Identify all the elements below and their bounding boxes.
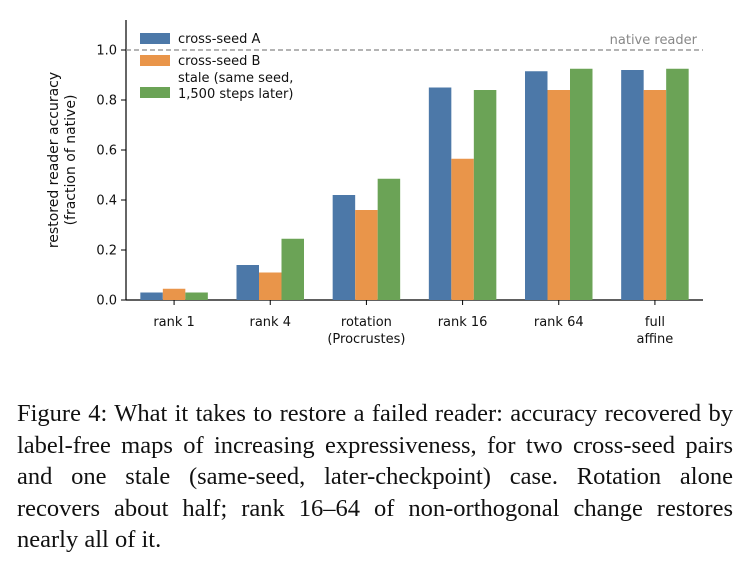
bar bbox=[162, 288, 186, 300]
y-tick-label: 0.8 bbox=[96, 94, 117, 109]
y-axis-label: (fraction of native) bbox=[63, 95, 79, 226]
bar bbox=[377, 178, 401, 300]
x-tick-label: rank 4 bbox=[250, 315, 291, 330]
bar bbox=[570, 68, 593, 300]
x-tick-label: (Procrustes) bbox=[327, 332, 405, 347]
bar bbox=[621, 70, 644, 300]
bar bbox=[332, 195, 356, 300]
x-tick-label: rank 64 bbox=[534, 315, 584, 330]
bar bbox=[525, 71, 548, 300]
x-tick-label: affine bbox=[637, 332, 674, 347]
bar bbox=[643, 90, 667, 300]
bar bbox=[185, 292, 208, 300]
y-tick-label: 0.4 bbox=[96, 194, 117, 209]
legend-swatch bbox=[140, 33, 170, 44]
bar bbox=[547, 90, 570, 300]
y-axis-label: restored reader accuracy bbox=[46, 72, 62, 248]
bar bbox=[355, 210, 378, 300]
bar bbox=[451, 158, 474, 300]
legend-swatch bbox=[140, 87, 170, 98]
x-tick-label: rank 1 bbox=[153, 315, 194, 330]
y-tick-label: 0.6 bbox=[96, 144, 117, 159]
y-tick-label: 0.0 bbox=[96, 294, 117, 309]
bar-chart: 0.0 0.2 0.4 0.6 0.8 1.0 native reader rank 1 ran… bbox=[46, 20, 703, 347]
figure: 0.0 0.2 0.4 0.6 0.8 1.0 native reader rank 1 ran… bbox=[46, 20, 703, 347]
x-tick-label: rotation bbox=[341, 315, 392, 330]
legend-label: cross-seed B bbox=[178, 54, 260, 69]
y-tick-label: 1.0 bbox=[96, 44, 117, 59]
bar bbox=[281, 238, 304, 300]
x-tick-label: rank 16 bbox=[438, 315, 488, 330]
figure-caption: Figure 4: What it takes to restore a fai… bbox=[17, 400, 733, 553]
legend-label: cross-seed A bbox=[178, 32, 261, 47]
legend-label: stale (same seed, bbox=[178, 71, 293, 86]
reference-line-label: native reader bbox=[610, 33, 698, 48]
legend-swatch bbox=[140, 55, 170, 66]
bar bbox=[259, 272, 282, 300]
y-tick-label: 0.2 bbox=[96, 244, 117, 259]
bar bbox=[140, 292, 163, 300]
legend-label: 1,500 steps later) bbox=[178, 87, 293, 102]
bar bbox=[666, 68, 689, 300]
bar bbox=[428, 87, 452, 300]
x-tick-label: full bbox=[645, 315, 665, 330]
bar bbox=[473, 90, 497, 300]
bar bbox=[236, 265, 259, 300]
